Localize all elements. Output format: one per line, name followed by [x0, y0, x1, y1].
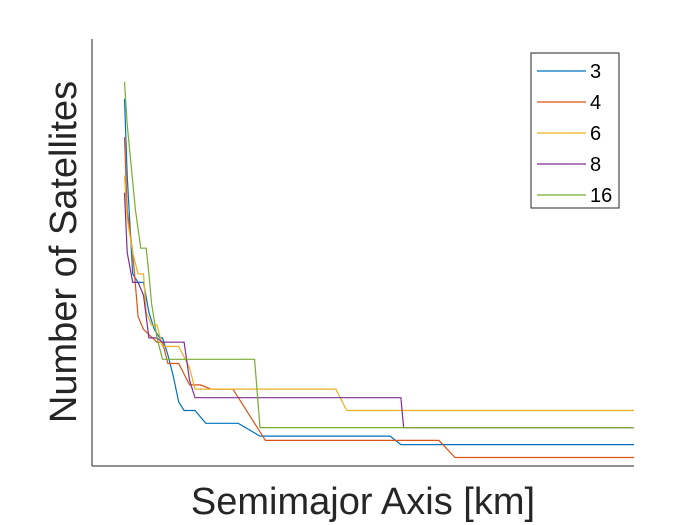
series-line-8: [123, 192, 634, 429]
legend-label-3: 3: [590, 61, 601, 83]
legend-box: [530, 52, 620, 209]
legend: 3 4 6 8 16: [530, 52, 620, 209]
x-axis-label: Semimajor Axis [km]: [191, 481, 535, 523]
legend-label-16: 16: [590, 185, 612, 207]
legend-label-6: 6: [590, 123, 601, 145]
legend-label-8: 8: [590, 154, 601, 176]
axes: [91, 39, 634, 467]
series-line-4: [123, 137, 634, 459]
y-axis-label: Number of Satellites: [43, 81, 85, 423]
series-line-16: [123, 81, 634, 429]
series-line-6: [123, 175, 634, 412]
series-line-3: [123, 98, 634, 446]
legend-label-4: 4: [590, 92, 601, 114]
plot-lines: [123, 81, 634, 459]
